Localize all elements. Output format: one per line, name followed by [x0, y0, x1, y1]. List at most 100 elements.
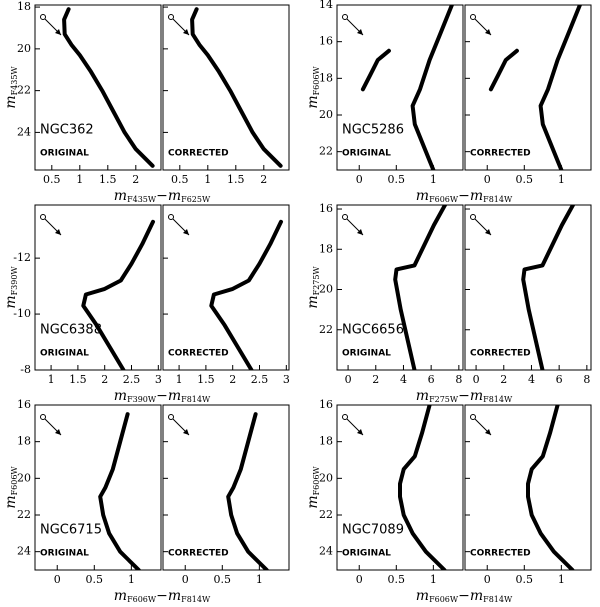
vector-origin [342, 14, 348, 20]
x-tick-label: 2.5 [123, 373, 141, 386]
y-tick-label: 16 [319, 35, 333, 48]
sequence [360, 5, 454, 170]
cluster-name: NGC7089 [342, 523, 404, 538]
x-label-part: F390W [127, 395, 157, 404]
x-tick-label: 0 [356, 173, 363, 186]
x-tick-label: 4 [528, 373, 535, 386]
sequence [209, 219, 283, 370]
panel-label: CORRECTED [168, 149, 229, 159]
y-label-part: m [3, 295, 19, 308]
x-tick-label: 2 [500, 373, 507, 386]
x-tick-label: 8 [583, 373, 590, 386]
x-tick-label: 1 [256, 573, 263, 586]
y-tick-label: 18 [17, 0, 31, 13]
y-label-part: m [305, 495, 321, 508]
sequence [81, 219, 155, 370]
x-tick-label: 2 [260, 173, 267, 186]
y-axis-label: mF606W [305, 466, 321, 509]
y-tick-label: 24 [17, 545, 31, 558]
y-tick-label: 18 [319, 435, 333, 448]
sequence [526, 405, 575, 570]
x-label-part: F814W [181, 595, 211, 603]
y-tick-label: 20 [319, 471, 333, 484]
y-axis-label: mF435W [3, 66, 19, 109]
x-tick-label: 1.5 [227, 173, 245, 186]
y-label-part: F275W [312, 266, 321, 296]
y-label-part: m [305, 95, 321, 108]
cluster-name: NGC6715 [40, 523, 102, 538]
x-tick-label: 3 [283, 373, 290, 386]
x-label-part: m [114, 188, 127, 204]
x-label-part: F435W [127, 195, 157, 204]
y-tick-label: 20 [17, 42, 31, 55]
sequence [521, 205, 575, 370]
y-axis-label: mF606W [3, 466, 19, 509]
x-tick-label: 1 [204, 173, 211, 186]
y-axis-label: mF275W [305, 266, 321, 309]
vector-head [55, 29, 61, 35]
vector-head [55, 229, 61, 235]
y-tick-label: 18 [319, 242, 333, 255]
panel-frame [162, 4, 290, 171]
y-tick-label: 22 [319, 145, 333, 158]
x-tick-label: 2 [229, 373, 236, 386]
y-tick-label: 18 [17, 435, 31, 448]
y-tick-label: 16 [17, 398, 31, 411]
y-tick-label: -8 [20, 363, 31, 376]
cluster-name: NGC362 [40, 123, 94, 138]
x-tick-label: 3 [155, 373, 162, 386]
x-label-part: m [114, 588, 127, 603]
panel-label: ORIGINAL [40, 549, 89, 559]
y-tick-label: 20 [319, 108, 333, 121]
x-axis-label: mF606W−mF814W [114, 588, 211, 603]
x-tick-label: 1 [558, 573, 565, 586]
cluster-name: NGC6656 [342, 323, 404, 338]
sequence [226, 412, 269, 570]
y-tick-label: 14 [319, 0, 333, 11]
y-tick-label: -12 [13, 251, 31, 264]
x-tick-label: 2 [101, 373, 108, 386]
x-label-part: −m [156, 188, 181, 204]
x-label-part: F606W [127, 595, 157, 603]
x-tick-label: 0.5 [43, 173, 61, 186]
panel-frame [34, 4, 162, 171]
vector-head [357, 229, 363, 235]
cluster-name: NGC5286 [342, 123, 404, 138]
y-tick-label: 20 [17, 471, 31, 484]
panel-frame [336, 4, 464, 171]
x-label-part: F814W [483, 395, 513, 404]
x-tick-label: 0.5 [516, 573, 534, 586]
y-axis-label: mF606W [305, 66, 321, 109]
vector-origin [168, 14, 174, 20]
vector-head [183, 229, 189, 235]
x-label-part: F606W [429, 595, 459, 603]
vector-head [485, 29, 491, 35]
x-tick-label: 0 [356, 573, 363, 586]
vector-head [183, 429, 189, 435]
y-label-part: m [305, 295, 321, 308]
x-tick-label: 0.5 [86, 573, 104, 586]
x-label-part: −m [458, 588, 483, 603]
x-tick-label: 0.5 [214, 573, 232, 586]
x-tick-label: 1.5 [69, 373, 87, 386]
x-axis-label: mF606W−mF814W [416, 188, 513, 204]
x-label-part: −m [458, 188, 483, 204]
x-tick-label: 6 [556, 373, 563, 386]
x-axis-label: mF275W−mF814W [416, 388, 513, 404]
x-tick-label: 1 [176, 373, 183, 386]
x-tick-label: 0 [182, 573, 189, 586]
y-label-part: m [3, 495, 19, 508]
panel-frame [162, 204, 290, 371]
y-label-part: F606W [312, 466, 321, 496]
vector-head [183, 29, 189, 35]
x-axis-label: mF435W−mF625W [114, 188, 211, 204]
x-label-part: m [416, 388, 429, 404]
x-label-part: m [416, 588, 429, 603]
sequence [398, 405, 447, 570]
vector-origin [40, 14, 46, 20]
x-label-part: F625W [181, 195, 211, 204]
y-tick-label: 22 [319, 508, 333, 521]
panel-label: CORRECTED [168, 549, 229, 559]
x-tick-label: 0.5 [516, 173, 534, 186]
x-label-part: F814W [483, 195, 513, 204]
